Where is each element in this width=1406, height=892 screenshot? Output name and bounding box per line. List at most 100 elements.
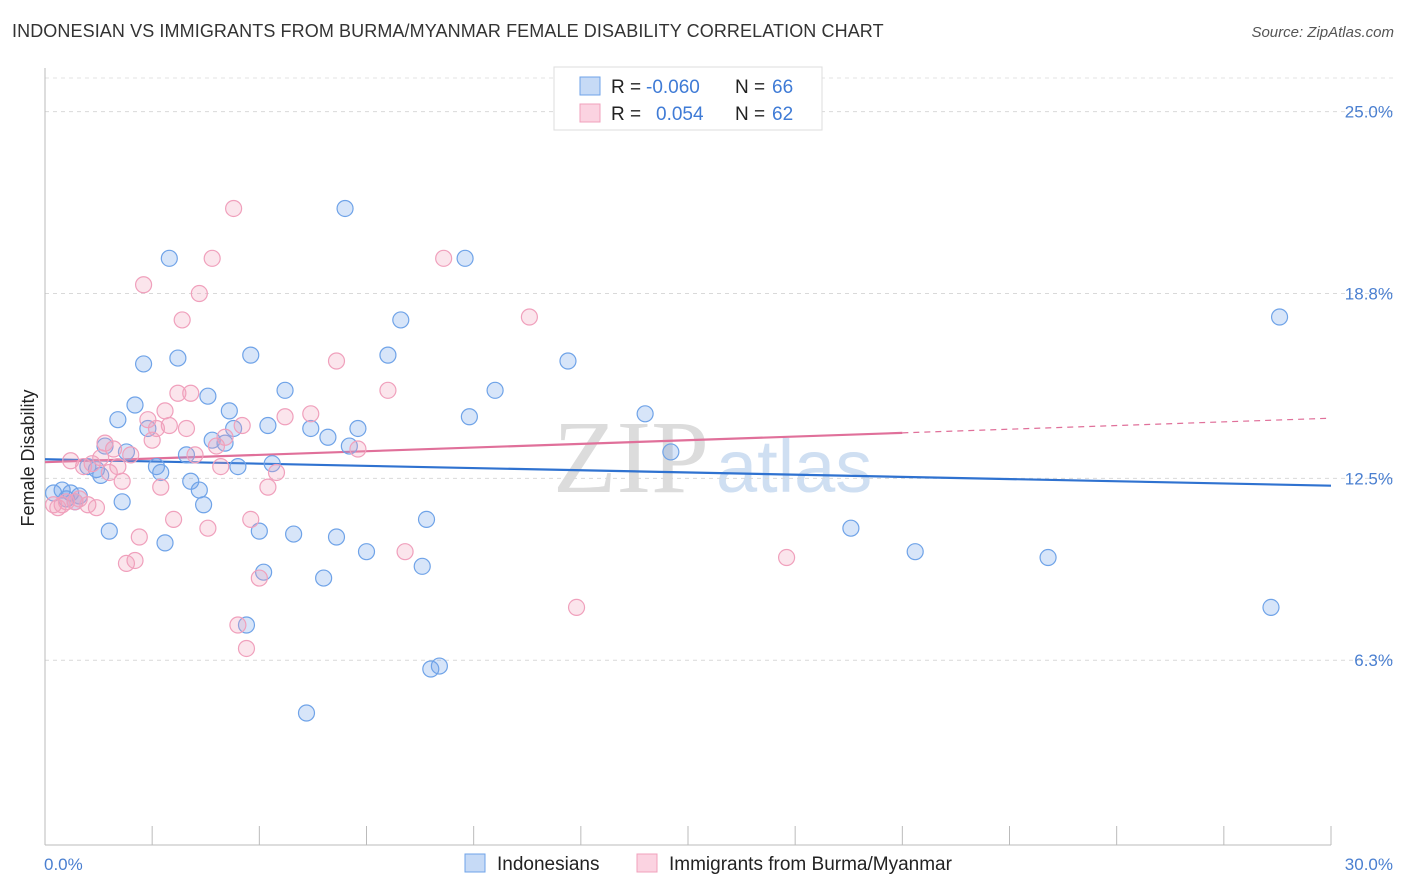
point-indonesians	[1262, 598, 1280, 617]
legend-bottom-label-indonesians: Indonesians	[497, 854, 599, 875]
legend-series: Indonesians Immigrants from Burma/Myanma…	[464, 853, 953, 875]
point-burma	[216, 428, 234, 446]
point-indonesians	[336, 199, 354, 218]
point-indonesians	[349, 419, 367, 438]
y-tick-label: 18.8%	[1345, 285, 1393, 304]
point-indonesians	[259, 416, 277, 435]
point-burma	[83, 455, 101, 473]
point-burma	[435, 249, 453, 267]
legend-swatch-indonesians	[579, 76, 601, 96]
y-tick-label: 6.3%	[1354, 651, 1393, 670]
point-burma	[147, 419, 166, 438]
point-indonesians	[199, 387, 217, 405]
point-indonesians	[1039, 548, 1057, 567]
point-indonesians	[169, 349, 187, 367]
legend-stats: R = -0.060 N = 66 R = 0.054 N = 62	[553, 66, 823, 131]
point-indonesians	[379, 346, 397, 364]
point-burma	[207, 437, 226, 455]
point-burma	[156, 402, 174, 420]
legend-swatch-burma	[579, 103, 601, 123]
legend-n-value-2: 62	[772, 104, 793, 125]
point-burma	[259, 478, 277, 496]
point-burma	[109, 458, 127, 476]
point-burma	[126, 551, 144, 570]
point-burma	[267, 463, 286, 482]
point-burma	[182, 384, 200, 402]
watermark: ZIP atlas	[553, 400, 872, 515]
point-burma	[70, 490, 88, 508]
point-indonesians	[460, 408, 478, 426]
point-indonesians	[906, 543, 924, 561]
point-burma	[212, 458, 230, 476]
point-burma	[276, 408, 294, 426]
point-indonesians	[430, 657, 448, 675]
point-burma	[327, 352, 346, 370]
legend-r-value-2: 0.054	[656, 104, 704, 125]
point-indonesians	[327, 528, 346, 546]
point-indonesians	[413, 557, 431, 575]
point-burma	[165, 510, 183, 529]
x-ticks	[44, 826, 1332, 845]
point-indonesians	[100, 522, 118, 540]
point-burma	[233, 416, 251, 435]
point-indonesians	[242, 346, 260, 364]
y-axis-label: Female Disability	[18, 389, 38, 526]
point-indonesians	[486, 381, 504, 399]
point-indonesians	[220, 402, 238, 420]
point-indonesians	[190, 481, 208, 499]
point-burma	[160, 416, 178, 435]
legend-bottom-label-burma: Immigrants from Burma/Myanmar	[669, 854, 953, 875]
tick-labels: 25.0% 18.8% 12.5% 6.3% 0.0% 30.0%	[44, 103, 1393, 874]
point-burma	[567, 598, 586, 617]
chart-title: INDONESIAN VS IMMIGRANTS FROM BURMA/MYAN…	[12, 21, 884, 41]
legend-r-label-2: R =	[611, 104, 641, 125]
legend-bottom-swatch-indonesians	[464, 853, 486, 873]
point-burma	[177, 419, 196, 438]
point-indonesians	[250, 522, 268, 540]
point-indonesians	[263, 455, 281, 473]
point-burma	[139, 411, 157, 429]
point-indonesians	[134, 355, 153, 373]
legend-n-value-1: 66	[772, 77, 793, 98]
point-burma	[229, 616, 247, 634]
point-indonesians	[636, 405, 654, 423]
point-indonesians	[302, 419, 320, 438]
point-indonesians	[126, 396, 144, 414]
point-indonesians	[1270, 308, 1289, 326]
point-burma	[237, 639, 256, 658]
point-indonesians	[662, 443, 680, 461]
chart-source: Source: ZipAtlas.com	[1251, 24, 1394, 41]
point-indonesians	[229, 458, 247, 476]
y-tick-label: 25.0%	[1345, 103, 1393, 122]
trend-line-extension	[902, 417, 1332, 434]
point-burma	[242, 510, 260, 529]
point-burma	[104, 440, 123, 458]
legend-r-value-1: -0.060	[646, 77, 700, 98]
point-burma	[203, 249, 221, 267]
point-indonesians	[276, 381, 294, 399]
point-burma	[349, 440, 367, 458]
legend-n-label-1: N =	[735, 77, 765, 98]
point-indonesians	[156, 534, 174, 552]
point-indonesians	[297, 704, 316, 722]
point-burma	[225, 199, 243, 218]
point-burma	[130, 528, 148, 546]
y-tick-label: 12.5%	[1345, 469, 1393, 488]
trend-line-indonesians	[44, 458, 1332, 487]
point-burma	[113, 472, 131, 490]
point-indonesians	[559, 352, 577, 370]
point-burma	[96, 434, 114, 452]
point-burma	[302, 405, 320, 423]
point-indonesians	[417, 510, 436, 529]
legend-n-label-2: N =	[735, 104, 765, 125]
point-burma	[777, 548, 796, 567]
point-burma	[169, 384, 187, 402]
data-points	[44, 199, 1289, 722]
point-burma	[152, 478, 170, 496]
point-indonesians	[319, 428, 337, 446]
point-indonesians	[315, 569, 333, 587]
point-burma	[87, 499, 106, 517]
x-tick-label: 30.0%	[1345, 855, 1393, 874]
point-indonesians	[182, 472, 200, 490]
